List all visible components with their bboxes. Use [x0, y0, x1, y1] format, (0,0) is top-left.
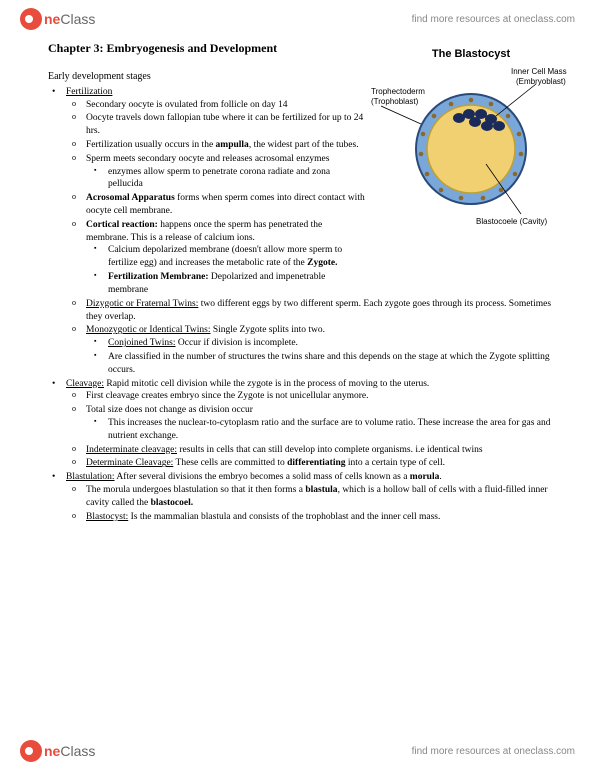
- list-item: Are classified in the number of structur…: [86, 351, 565, 377]
- list-item: Determinate Cleavage: These cells are co…: [66, 457, 565, 470]
- list-item: Indeterminate cleavage: results in cells…: [66, 444, 565, 457]
- document-content: Chapter 3: Embryogenesis and Development…: [48, 40, 565, 730]
- brand-logo: neClass: [20, 740, 95, 762]
- section-heading: Early development stages: [48, 70, 565, 84]
- list-item: Total size does not change as division o…: [66, 404, 565, 442]
- logo-text: neClass: [44, 743, 95, 759]
- fertilization-heading: Fertilization: [66, 87, 112, 97]
- page-footer: neClass find more resources at oneclass.…: [0, 732, 595, 770]
- list-item: Sperm meets secondary oocyte and release…: [66, 153, 366, 191]
- list-item: Monozygotic or Identical Twins: Single Z…: [66, 324, 565, 376]
- brand-logo: neClass: [20, 8, 95, 30]
- logo-one: ne: [44, 11, 60, 27]
- list-item: This increases the nuclear-to-cytoplasm …: [86, 417, 565, 443]
- topic-cleavage: Cleavage: Rapid mitotic cell division wh…: [48, 378, 565, 471]
- list-item: Fertilization usually occurs in the ampu…: [66, 139, 366, 152]
- list-item: Conjoined Twins: Occur if division is in…: [86, 337, 565, 350]
- logo-icon: [20, 8, 42, 30]
- logo-class: Class: [60, 11, 95, 27]
- list-item: Blastocyst: Is the mammalian blastula an…: [66, 511, 565, 524]
- list-item: Dizygotic or Fraternal Twins: two differ…: [66, 298, 565, 324]
- header-cta-link[interactable]: find more resources at oneclass.com: [412, 14, 575, 25]
- list-item: enzymes allow sperm to penetrate corona …: [86, 166, 366, 192]
- list-item: Fertilization Membrane: Depolarized and …: [86, 271, 366, 297]
- topic-blastulation: Blastulation: After several divisions th…: [48, 471, 565, 523]
- list-item: Calcium depolarized membrane (doesn't al…: [86, 244, 366, 270]
- footer-cta-link[interactable]: find more resources at oneclass.com: [412, 746, 575, 757]
- chapter-title: Chapter 3: Embryogenesis and Development: [48, 40, 565, 56]
- list-item: The morula undergoes blastulation so tha…: [66, 484, 565, 510]
- logo-text: neClass: [44, 11, 95, 27]
- list-item: Oocyte travels down fallopian tube where…: [66, 112, 366, 138]
- list-item: First cleavage creates embryo since the …: [66, 390, 565, 403]
- list-item: Acrosomal Apparatus forms when sperm com…: [66, 192, 366, 218]
- list-item: Cortical reaction: happens once the sper…: [66, 219, 366, 297]
- topic-fertilization: Fertilization Secondary oocyte is ovulat…: [48, 86, 565, 377]
- page-header: neClass find more resources at oneclass.…: [0, 0, 595, 38]
- logo-icon: [20, 740, 42, 762]
- list-item: Secondary oocyte is ovulated from follic…: [66, 99, 366, 112]
